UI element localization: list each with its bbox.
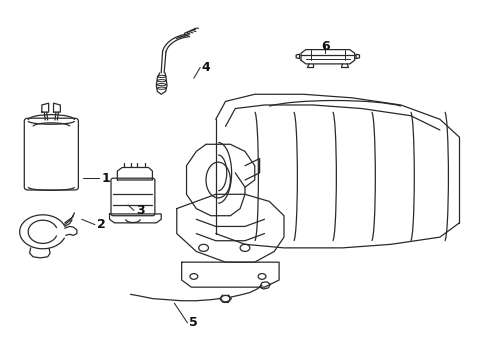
Text: 2: 2	[97, 218, 106, 231]
Text: 5: 5	[190, 316, 198, 329]
Text: 3: 3	[136, 204, 145, 217]
Text: 1: 1	[102, 172, 111, 185]
Text: 4: 4	[202, 61, 210, 74]
Text: 6: 6	[321, 40, 330, 53]
